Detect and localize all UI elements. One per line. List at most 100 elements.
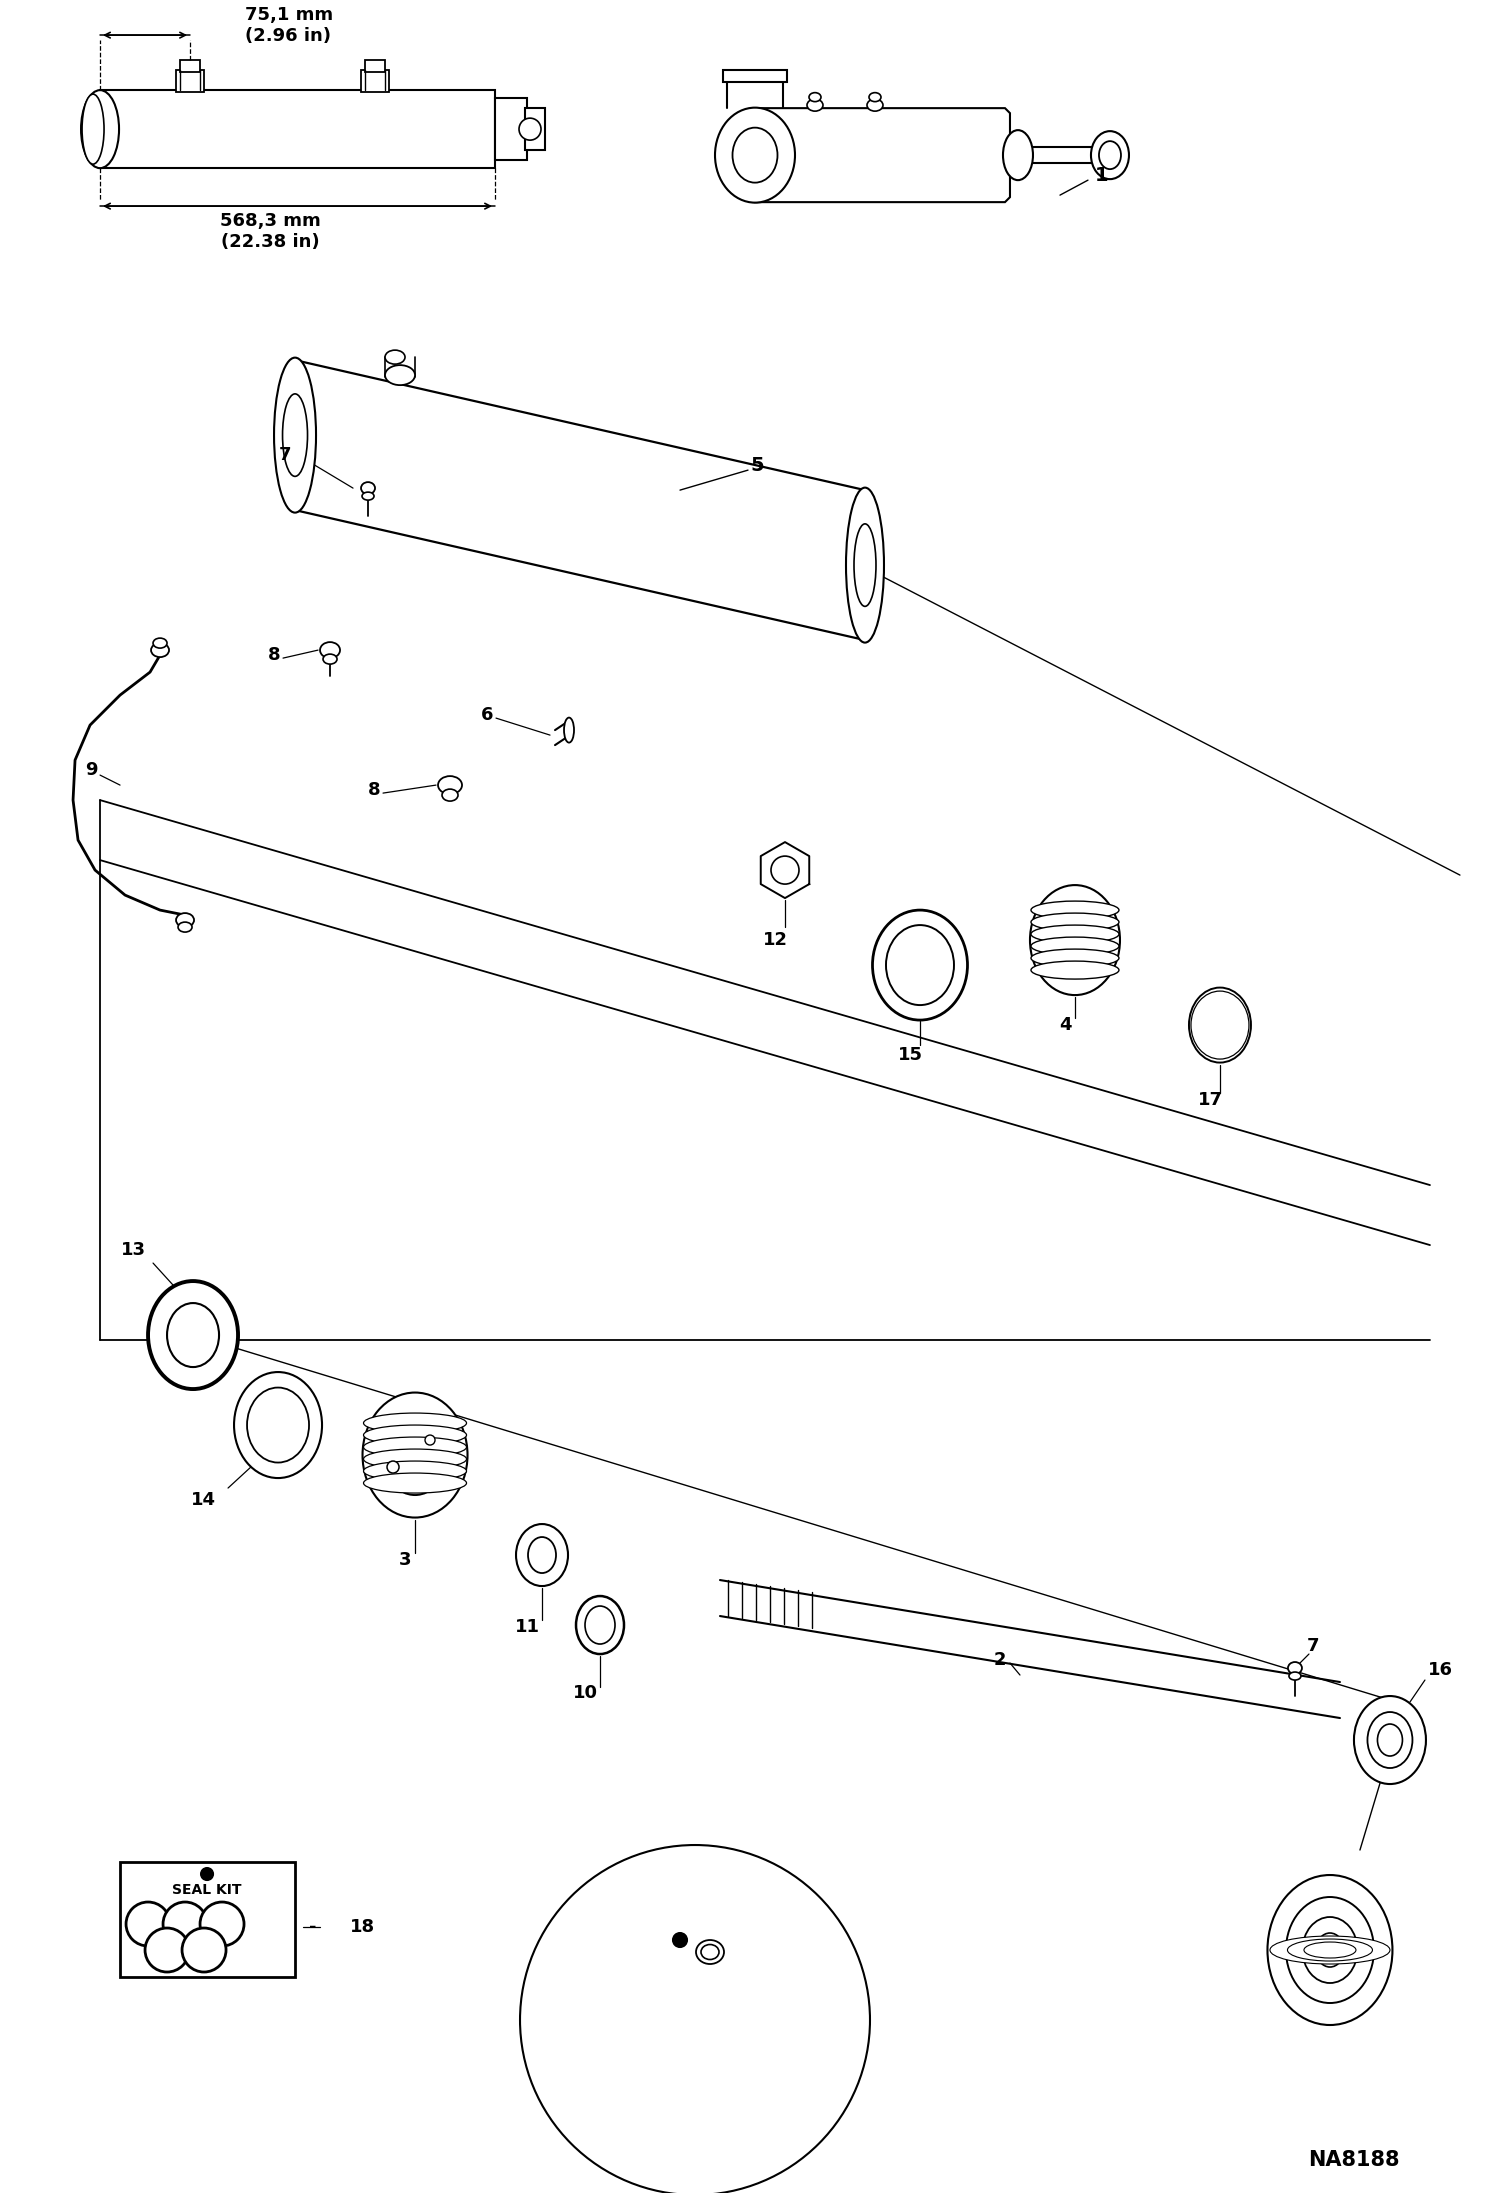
Ellipse shape [1267, 1875, 1393, 2024]
Ellipse shape [1287, 1939, 1372, 1961]
Text: 17: 17 [1197, 1092, 1222, 1110]
Ellipse shape [363, 491, 374, 500]
Ellipse shape [234, 1373, 322, 1478]
Ellipse shape [854, 524, 876, 605]
Circle shape [771, 855, 798, 884]
Ellipse shape [382, 1414, 448, 1496]
Ellipse shape [846, 487, 884, 643]
Ellipse shape [1270, 1936, 1390, 1965]
Ellipse shape [1031, 950, 1119, 967]
Bar [524, 107, 545, 149]
Circle shape [163, 1901, 207, 1945]
Ellipse shape [1004, 129, 1034, 180]
Ellipse shape [274, 357, 316, 513]
Text: NA8188: NA8188 [1308, 2149, 1401, 2171]
Circle shape [201, 1901, 244, 1945]
Ellipse shape [177, 912, 195, 928]
Ellipse shape [515, 1524, 568, 1586]
Ellipse shape [1047, 906, 1103, 974]
Polygon shape [761, 842, 809, 899]
Ellipse shape [809, 92, 821, 101]
Ellipse shape [1354, 1695, 1426, 1785]
Ellipse shape [153, 638, 168, 649]
Ellipse shape [364, 1425, 466, 1445]
Ellipse shape [586, 1605, 616, 1645]
Text: 8: 8 [268, 647, 280, 664]
Ellipse shape [385, 351, 404, 364]
Ellipse shape [1100, 140, 1121, 169]
Ellipse shape [1031, 912, 1119, 932]
Text: 11: 11 [514, 1618, 539, 1636]
Bar [177, 70, 204, 92]
Ellipse shape [1368, 1713, 1413, 1768]
Ellipse shape [1189, 987, 1251, 1064]
Ellipse shape [1204, 1007, 1234, 1044]
Ellipse shape [1031, 886, 1121, 996]
Bar [366, 59, 385, 72]
Ellipse shape [82, 94, 103, 164]
Ellipse shape [364, 1436, 466, 1456]
Text: 10: 10 [572, 1684, 598, 1702]
Circle shape [183, 1928, 226, 1972]
Text: 15: 15 [897, 1046, 923, 1064]
Ellipse shape [867, 99, 882, 112]
Ellipse shape [527, 1537, 556, 1572]
Ellipse shape [168, 1303, 219, 1366]
Ellipse shape [283, 395, 307, 476]
Ellipse shape [442, 789, 458, 800]
Text: 75,1 mm
(2.96 in): 75,1 mm (2.96 in) [246, 7, 333, 44]
Text: 13: 13 [120, 1241, 145, 1259]
Ellipse shape [1378, 1724, 1402, 1757]
Text: 7: 7 [279, 445, 291, 465]
Ellipse shape [1288, 1671, 1300, 1680]
Ellipse shape [437, 776, 461, 794]
Text: SEAL KIT: SEAL KIT [172, 1884, 241, 1897]
Text: 9: 9 [85, 761, 97, 779]
Ellipse shape [148, 1281, 238, 1388]
Bar [655, 1897, 736, 1912]
Ellipse shape [1303, 1943, 1356, 1958]
Text: 5: 5 [750, 456, 764, 474]
Ellipse shape [364, 1412, 466, 1432]
Ellipse shape [869, 92, 881, 101]
Ellipse shape [697, 1941, 724, 1965]
Bar [679, 2103, 712, 2123]
Text: 2: 2 [993, 1651, 1007, 1669]
Bar [494, 99, 527, 160]
Ellipse shape [807, 99, 822, 112]
Ellipse shape [715, 107, 795, 202]
Ellipse shape [1031, 925, 1119, 943]
Text: 14: 14 [190, 1491, 216, 1509]
Circle shape [386, 1461, 398, 1474]
Polygon shape [755, 107, 1010, 202]
Ellipse shape [81, 90, 118, 169]
Text: 18: 18 [351, 1919, 374, 1936]
Ellipse shape [1031, 901, 1119, 919]
Bar [100, 90, 494, 169]
Ellipse shape [577, 1597, 625, 1654]
Bar [682, 2024, 709, 2103]
Ellipse shape [385, 364, 415, 386]
Bar [643, 1879, 748, 1897]
Ellipse shape [363, 1393, 467, 1518]
Circle shape [201, 1868, 213, 1879]
Circle shape [673, 1932, 688, 1947]
Circle shape [425, 1434, 434, 1445]
Text: -: - [309, 1919, 316, 1936]
Bar [180, 59, 201, 72]
Ellipse shape [364, 1461, 466, 1480]
Circle shape [126, 1901, 171, 1945]
Text: 4: 4 [1059, 1015, 1071, 1035]
Ellipse shape [151, 643, 169, 658]
Ellipse shape [885, 925, 954, 1004]
Ellipse shape [321, 643, 340, 658]
Ellipse shape [872, 910, 968, 1020]
Text: 7: 7 [1306, 1636, 1320, 1656]
Ellipse shape [247, 1388, 309, 1463]
Ellipse shape [1288, 1662, 1302, 1673]
Text: 568,3 mm
(22.38 in): 568,3 mm (22.38 in) [220, 213, 321, 250]
Ellipse shape [361, 482, 374, 493]
Circle shape [520, 1844, 870, 2193]
Text: 3: 3 [398, 1550, 412, 1568]
Ellipse shape [701, 1945, 719, 1961]
